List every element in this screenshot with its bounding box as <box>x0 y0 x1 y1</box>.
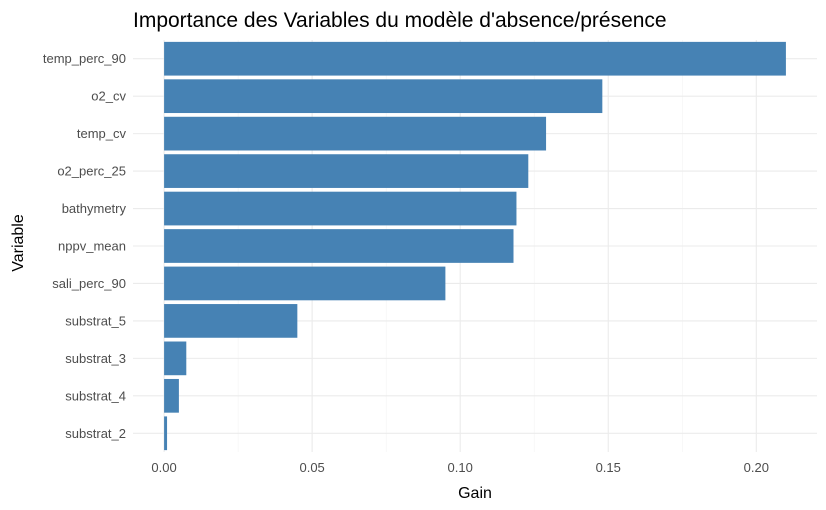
y-tick-label: substrat_4 <box>65 388 126 403</box>
x-tick-label: 0.15 <box>596 460 621 475</box>
x-tick-label: 0.10 <box>448 460 473 475</box>
bar-substrat_5 <box>164 304 297 338</box>
bar-temp_perc_90 <box>164 42 786 76</box>
chart-title: Importance des Variables du modèle d'abs… <box>133 9 667 32</box>
bar-substrat_3 <box>164 342 186 376</box>
y-tick-label: temp_perc_90 <box>43 51 126 66</box>
y-tick-label: nppv_mean <box>58 239 126 254</box>
bar-temp_cv <box>164 117 546 151</box>
bar-bathymetry <box>164 192 516 226</box>
x-tick-label: 0.00 <box>151 460 176 475</box>
y-axis-title: Variable <box>10 214 27 272</box>
bar-o2_cv <box>164 79 602 113</box>
y-tick-label: o2_perc_25 <box>57 164 126 179</box>
bar-sali_perc_90 <box>164 267 445 301</box>
x-tick-label: 0.20 <box>744 460 769 475</box>
y-tick-label: substrat_2 <box>65 426 126 441</box>
x-axis-title: Gain <box>458 485 492 502</box>
bar-nppv_mean <box>164 229 513 263</box>
y-tick-label: substrat_3 <box>65 351 126 366</box>
bar-substrat_2 <box>164 416 167 450</box>
y-tick-labels: temp_perc_90 o2_cv temp_cv o2_perc_25bathym… <box>43 51 127 441</box>
bar-substrat_4 <box>164 379 179 413</box>
x-tick-label: 0.05 <box>299 460 324 475</box>
x-tick-labels: 0.00 0.05 0.10 0.15 0.20 <box>151 460 769 475</box>
bar-o2_perc_25 <box>164 154 528 188</box>
y-tick-label: o2_cv <box>91 89 126 104</box>
y-tick-label: temp_cv <box>77 126 127 141</box>
y-tick-label: sali_perc_90 <box>52 276 126 291</box>
y-tick-label: substrat_5 <box>65 313 126 328</box>
y-tick-label: bathymetry <box>62 201 127 216</box>
